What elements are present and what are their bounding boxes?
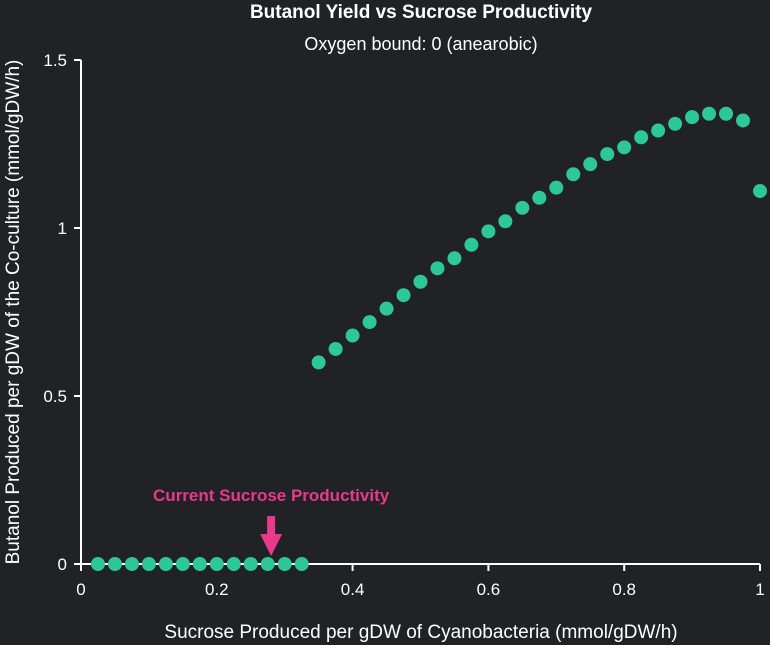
data-point <box>583 157 598 172</box>
data-point <box>532 190 547 205</box>
data-point <box>515 200 530 215</box>
y-tick-label: 1 <box>58 219 67 238</box>
data-point <box>192 557 207 571</box>
annotation-label: Current Sucrose Productivity <box>153 486 390 505</box>
y-tick-label: 0.5 <box>43 387 67 406</box>
data-point <box>345 328 360 343</box>
x-axis-label: Sucrose Produced per gDW of Cyanobacteri… <box>164 622 677 643</box>
annotation-arrow-shaft <box>267 516 276 536</box>
data-point <box>90 557 105 571</box>
y-tick-label: 0 <box>58 555 67 574</box>
data-point <box>549 180 564 195</box>
data-point <box>430 261 445 276</box>
data-point <box>379 301 394 316</box>
data-point <box>277 557 292 571</box>
data-point <box>175 557 190 571</box>
data-point <box>702 106 717 121</box>
data-point <box>158 557 173 571</box>
data-point <box>617 140 632 155</box>
data-point <box>107 557 122 571</box>
data-point <box>243 557 258 571</box>
annotation-arrow-head <box>260 534 283 556</box>
chart-subtitle: Oxygen bound: 0 (anearobic) <box>304 34 537 54</box>
y-ticks: 0 0.5 1 1.5 <box>43 51 81 574</box>
data-point <box>413 274 428 289</box>
data-point <box>141 557 156 571</box>
data-point <box>328 341 343 356</box>
data-point <box>498 214 513 229</box>
data-point <box>736 113 751 128</box>
annotation: Current Sucrose Productivity <box>153 486 390 556</box>
x-tick-label: 0.6 <box>477 580 501 599</box>
data-point <box>464 237 479 252</box>
data-points <box>90 106 767 571</box>
data-point <box>481 224 496 239</box>
x-tick-label: 0.2 <box>205 580 229 599</box>
data-point <box>226 557 241 571</box>
data-point <box>651 123 666 138</box>
x-ticks: 0 0.2 0.4 0.6 0.8 1 <box>76 564 765 599</box>
data-point <box>209 557 224 571</box>
data-point <box>753 184 767 199</box>
x-tick-label: 0 <box>76 580 85 599</box>
data-point <box>719 106 734 121</box>
data-point <box>566 167 581 182</box>
data-point <box>447 251 462 266</box>
data-point <box>362 315 377 330</box>
x-tick-label: 0.8 <box>612 580 636 599</box>
data-point <box>311 355 326 370</box>
data-point <box>685 110 700 125</box>
data-point <box>294 557 309 571</box>
x-tick-label: 0.4 <box>341 580 365 599</box>
data-point <box>634 130 649 145</box>
data-point <box>124 557 139 571</box>
data-point <box>260 557 275 571</box>
x-tick-label: 1 <box>755 580 764 599</box>
y-tick-label: 1.5 <box>43 51 67 70</box>
data-point <box>668 116 683 131</box>
data-point <box>396 288 411 303</box>
chart-title: Butanol Yield vs Sucrose Productivity <box>250 2 593 23</box>
y-axis-label: Butanol Produced per gDW of the Co-cultu… <box>3 60 24 565</box>
data-point <box>600 147 615 162</box>
